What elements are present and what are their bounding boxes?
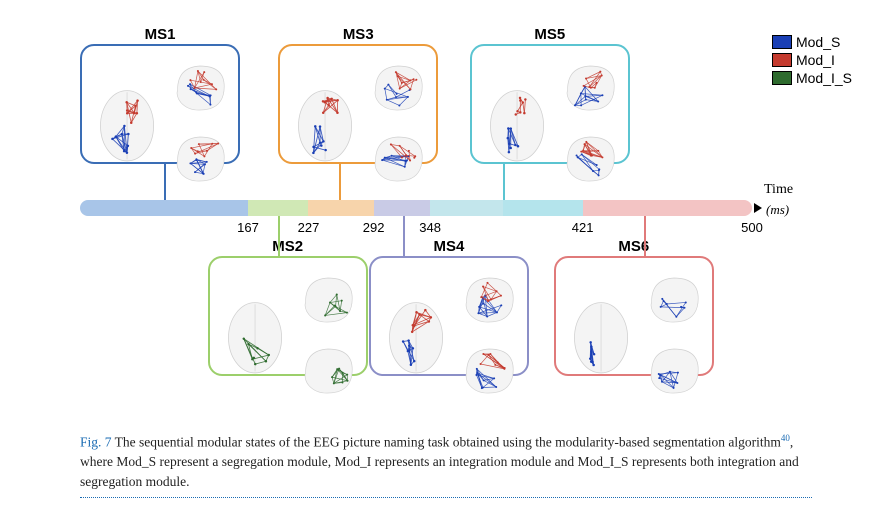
figure-caption: Fig. 7 The sequential modular states of … [80,432,812,491]
brain-grid [88,52,232,156]
legend-label: Mod_S [796,34,840,50]
brain-view-axial [88,52,166,192]
brain-grid [377,264,521,368]
panel-ms4: MS4 [369,256,529,376]
timeline-segment [308,200,373,216]
caption-divider [80,497,812,498]
timeline-tick: 167 [237,220,259,235]
panel-ms2: MS2 [208,256,368,376]
timeline-tick: 500 [741,220,763,235]
timeline-tick: 421 [572,220,594,235]
brain-view-axial [562,264,640,404]
timeline-bar [80,200,752,216]
panel-ms5: MS5 [470,44,630,164]
brain-view-sag2 [558,123,622,192]
panel-title: MS4 [434,238,465,255]
timeline-segment [248,200,308,216]
panel-connector [644,216,646,256]
figure-area: Mod_SMod_IMod_I_S 167227292348421500 Tim… [80,18,812,428]
timeline-tick: 292 [363,220,385,235]
brain-view-sag2 [642,335,706,404]
panel-connector [339,164,341,200]
panel-connector [503,164,505,200]
caption-text-before: The sequential modular states of the EEG… [115,435,781,450]
brain-grid [286,52,430,156]
brain-view-axial [216,264,294,404]
brain-view-axial [478,52,556,192]
figure-label: Fig. 7 [80,435,112,450]
brain-view-axial [377,264,455,404]
brain-view-axial [286,52,364,192]
time-axis-unit: (ms) [766,202,789,218]
timeline-segment [80,200,248,216]
timeline-tick: 348 [419,220,441,235]
brain-grid [478,52,622,156]
panel-ms1: MS1 [80,44,240,164]
brain-view-sag2 [457,335,521,404]
brain-view-sag1 [642,264,706,333]
panel-title: MS2 [272,238,303,255]
panel-title: MS3 [343,26,374,43]
brain-grid [562,264,706,368]
legend-item: Mod_I [772,52,852,68]
panel-title: MS1 [145,26,176,43]
brain-view-sag1 [168,52,232,121]
panel-connector [278,216,280,256]
timeline-segment [374,200,430,216]
timeline-segment [583,200,752,216]
timeline-segment [430,200,503,216]
brain-view-sag2 [366,123,430,192]
legend-swatch [772,35,792,49]
timeline-tick: 227 [298,220,320,235]
brain-grid [216,264,360,368]
legend-swatch [772,53,792,67]
legend-label: Mod_I_S [796,70,852,86]
caption-reference[interactable]: 40 [781,433,790,443]
time-arrow-icon [754,203,762,213]
legend-swatch [772,71,792,85]
time-axis-label: Time [764,182,793,198]
brain-view-sag1 [457,264,521,333]
brain-view-sag1 [296,264,360,333]
panel-title: MS5 [534,26,565,43]
panel-connector [164,164,166,200]
panel-ms6: MS6 [554,256,714,376]
legend: Mod_S Mod_I Mod_I_S [772,34,852,88]
legend-item: Mod_S [772,34,852,50]
panel-ms3: MS3 [278,44,438,164]
brain-view-sag2 [296,335,360,404]
panel-connector [403,216,405,256]
brain-view-sag1 [366,52,430,121]
legend-label: Mod_I [796,52,835,68]
timeline-segment [503,200,582,216]
legend-item: Mod_I_S [772,70,852,86]
brain-view-sag1 [558,52,622,121]
brain-view-sag2 [168,123,232,192]
